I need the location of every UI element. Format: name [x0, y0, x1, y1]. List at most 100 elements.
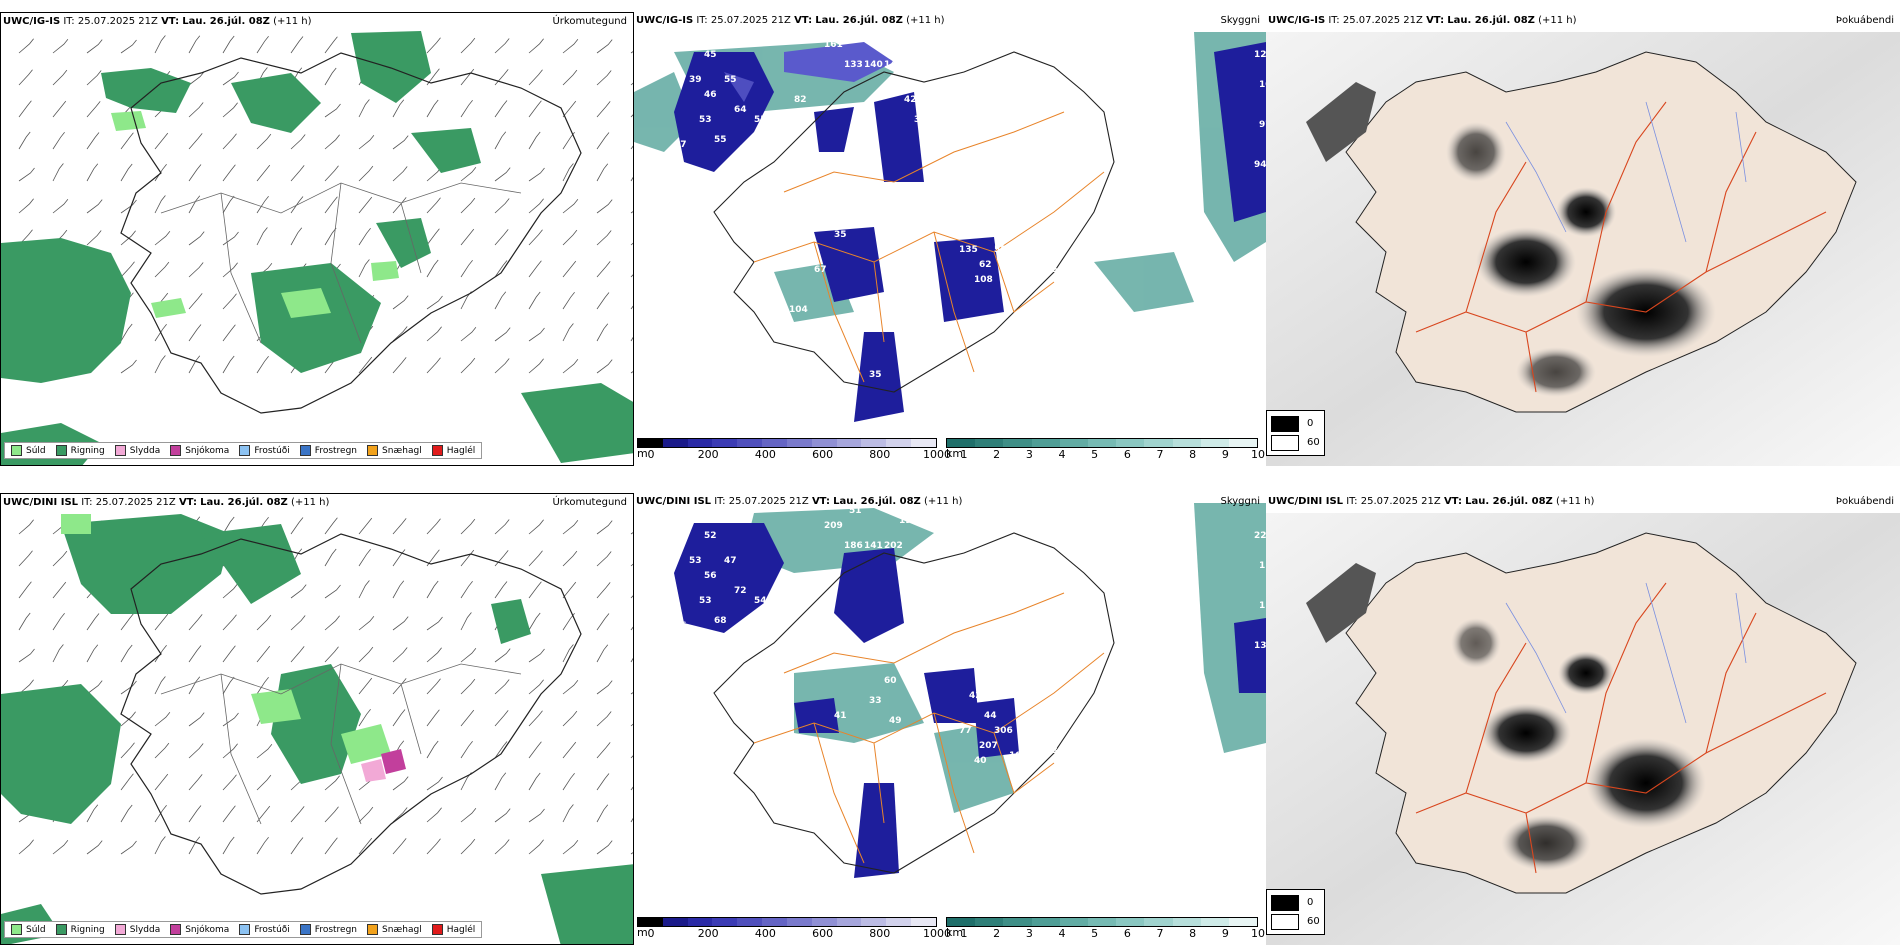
fog-blob — [1558, 651, 1614, 695]
wind-barb — [120, 644, 133, 663]
wind-barb — [188, 293, 203, 310]
ceiling-value-label: 102 — [904, 576, 923, 586]
legend-item-rigning: Rigning — [55, 445, 105, 456]
wind-barb — [222, 293, 237, 310]
wind-barb — [528, 229, 543, 246]
colorbar-segment — [1172, 439, 1201, 447]
wind-barb — [18, 198, 34, 214]
wind-barb — [358, 580, 370, 599]
wind-barb — [562, 550, 578, 567]
wind-barb — [392, 709, 406, 727]
wind-barb — [120, 132, 134, 150]
wind-barb — [18, 581, 32, 599]
legend-label: Snjókoma — [185, 924, 230, 935]
wind-barb — [596, 644, 609, 663]
ceiling-value-label: 124 — [1254, 50, 1266, 60]
wind-barb — [562, 260, 577, 278]
coastline — [713, 532, 1115, 874]
wind-barb — [426, 709, 440, 727]
ceiling-value-label: 207 — [979, 741, 998, 751]
colorbar-tick-label: 600 — [812, 927, 834, 940]
wind-barb — [596, 292, 610, 310]
wind-barb — [494, 38, 510, 54]
legend-item-frostudi: Frostúði — [239, 924, 290, 935]
colorbar-segment — [662, 439, 688, 447]
wind-barb — [596, 261, 611, 278]
wind-barb — [222, 231, 239, 246]
wind-barb — [120, 742, 135, 759]
sleet-areas — [361, 759, 386, 782]
issue-label: IT: — [1346, 496, 1358, 507]
swatch — [431, 445, 443, 456]
ceiling-value-label: 49 — [914, 275, 927, 285]
wind-barb — [120, 230, 136, 246]
wind-barb — [562, 613, 575, 631]
swatch — [55, 924, 67, 935]
wind-barb — [528, 358, 544, 374]
fog-legend: 0 60 — [1266, 889, 1325, 935]
wind-barb — [494, 229, 509, 246]
wind-barb — [154, 711, 171, 727]
colorbar-segment — [638, 439, 663, 447]
wind-barb — [596, 742, 611, 759]
lead-time: (+11 h) — [906, 15, 945, 26]
cloud-visibility-panel-row2: 52 53 56 47 72 53 68 56 57 54 62 102 60 49 53 51 209 197 1… — [634, 493, 1266, 945]
ceiling-value-label: 41 — [834, 711, 847, 721]
ceiling-value-label: 64 — [734, 105, 747, 115]
colorbar-segment — [737, 439, 763, 447]
legend-item-frostudi: Frostúði — [239, 445, 290, 456]
panel-title: Skyggni — [1220, 15, 1260, 26]
wind-barb — [18, 679, 34, 695]
colorbar-segment — [1003, 918, 1032, 926]
ceiling-value-label: 55 — [754, 115, 767, 125]
colorbar-segment — [975, 439, 1004, 447]
ceiling-value-label: 169 — [849, 25, 868, 35]
wind-barb — [358, 646, 374, 663]
wind-barb — [120, 804, 133, 823]
wind-barb — [188, 676, 201, 695]
wind-barb — [52, 38, 69, 54]
wind-barb — [188, 164, 202, 182]
wind-barb — [324, 36, 338, 54]
wind-barb — [494, 358, 510, 374]
wind-barb — [596, 359, 613, 374]
wind-barb — [120, 711, 136, 727]
colorbar-unit: km — [946, 926, 964, 939]
wind-barb — [562, 839, 579, 855]
fog-blob — [1586, 738, 1706, 828]
wind-barb — [596, 101, 611, 118]
ceiling-value-label: 94 — [1254, 160, 1266, 170]
swatch — [299, 445, 311, 456]
wind-barb — [426, 740, 439, 759]
ceiling-value-label: 54 — [889, 235, 902, 245]
wind-barb — [494, 131, 507, 150]
wind-barb — [494, 839, 510, 855]
wind-barb — [18, 550, 33, 567]
colorbar-segment — [1144, 918, 1173, 926]
valid-time: Lau. 26.júl. 08Z — [1447, 15, 1535, 26]
colorbar-bar — [637, 917, 937, 927]
wind-barb — [528, 198, 544, 214]
fog-indicator-panel-row1: UWC/IG-IS IT: 25.07.2025 21Z VT: Lau. 26… — [1266, 12, 1900, 466]
colorbar-tick-label: 10 — [1251, 448, 1265, 461]
colorbar-unit: km — [946, 447, 964, 460]
colorbar-unit: m — [637, 447, 648, 460]
legend-item-frostregn: Frostregn — [299, 445, 357, 456]
ceiling-value-label: 46 — [884, 195, 897, 205]
colorbar-segment — [1116, 918, 1145, 926]
wind-barb — [426, 99, 439, 118]
wind-barb — [222, 614, 237, 631]
swatch — [1271, 894, 1299, 911]
ceiling-value-label: 72 — [734, 586, 747, 596]
colorbar-segment — [762, 918, 787, 926]
wind-barb — [188, 262, 204, 278]
wind-barb — [358, 806, 374, 823]
wind-barb — [460, 228, 475, 246]
ceiling-value-label: 161 — [824, 40, 843, 50]
wind-barb — [426, 295, 443, 310]
wind-barb — [460, 838, 476, 855]
ceiling-value-label: 38 — [914, 115, 927, 125]
wind-barb — [86, 163, 99, 182]
colorbar-segment — [811, 918, 837, 926]
model-name: UWC/IG-IS — [1268, 15, 1326, 26]
